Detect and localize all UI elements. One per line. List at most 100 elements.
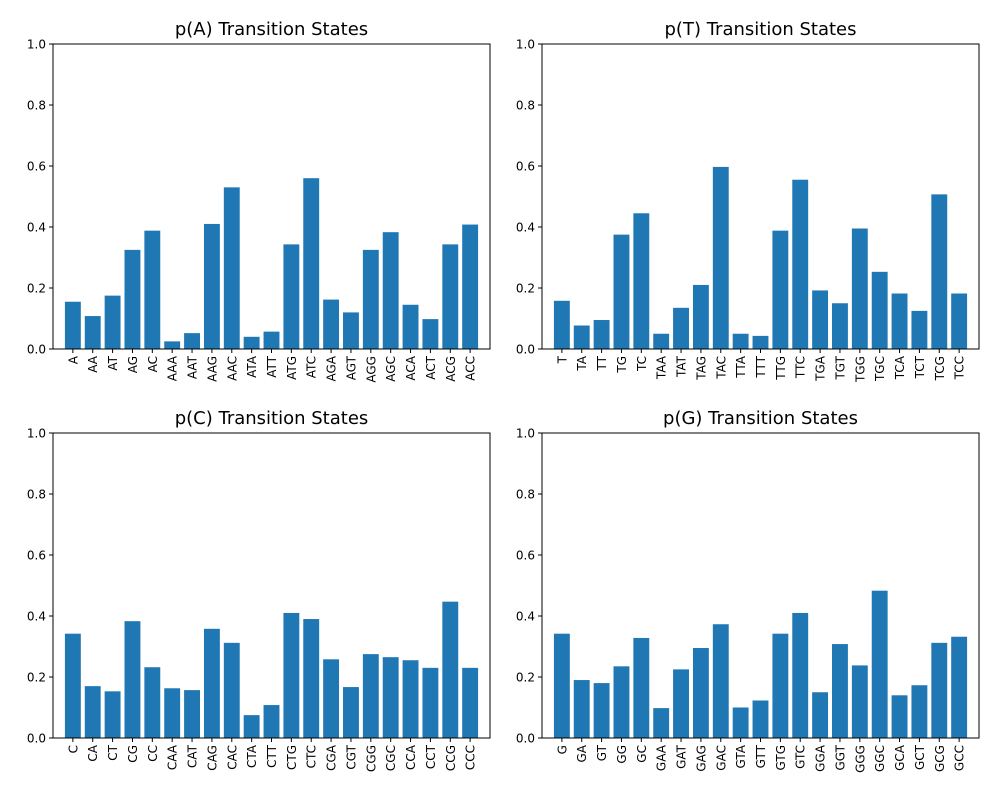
bar-g (553, 633, 570, 738)
bar-gtt (752, 700, 769, 738)
x-tick-label: GGG (853, 745, 867, 773)
x-tick-label: ATG (285, 356, 299, 380)
bar-ctc (303, 619, 320, 738)
y-tick-label: 0.0 (516, 343, 535, 357)
y-tick-label: 1.0 (27, 427, 46, 441)
bar-cc (144, 667, 161, 738)
bar-aga (323, 299, 340, 349)
chart-panel-g: p(G) Transition States 0.0 0.2 0.4 0.6 0.8 1.0… (516, 408, 980, 773)
bar-atg (283, 244, 300, 349)
x-tick-label: AGC (384, 356, 398, 382)
x-tick-label: GTG (774, 745, 788, 771)
bar-aag (203, 223, 220, 349)
x-tick-label: CCC (464, 745, 478, 770)
x-tick-label: CT (106, 744, 120, 760)
bar-acg (442, 244, 459, 349)
bar-tct (911, 310, 928, 350)
x-tick-label: AT (106, 355, 120, 370)
y-tick-label: 0.6 (516, 160, 535, 174)
x-tick-label: C (66, 745, 80, 753)
x-tick-label: TGT (833, 355, 847, 380)
x-tick-label: ACC (464, 356, 478, 381)
y-tick-label: 0.6 (516, 549, 535, 563)
y-tick-label: 0.0 (27, 343, 46, 357)
x-tick-label: A (66, 355, 80, 364)
y-tick-label: 0.2 (516, 282, 535, 296)
x-tick-label: GT (595, 744, 609, 761)
chart-title: p(T) Transition States (665, 19, 857, 40)
bar-ctt (263, 705, 280, 738)
x-tick-label: CAT (186, 744, 200, 768)
bar-cga (323, 659, 340, 738)
bar-ggc (871, 590, 888, 738)
x-tick-label: TTG (774, 356, 788, 381)
bar-cg (124, 621, 141, 738)
x-tick-label: TG (615, 356, 629, 374)
bar-gc (633, 637, 650, 738)
y-tick-label: 1.0 (516, 38, 535, 52)
y-tick-label: 0.2 (27, 671, 46, 685)
x-tick-label: AC (146, 356, 160, 372)
x-tick-label: TCC (953, 356, 967, 380)
y-tick-label: 0.4 (516, 221, 535, 235)
x-tick-label: ACA (404, 355, 418, 380)
x-tick-label: CTA (245, 744, 259, 768)
x-tick-label: GTT (754, 744, 768, 768)
y-tick-label: 1.0 (516, 427, 535, 441)
x-tick-label: AG (126, 356, 140, 373)
x-tick-label: AAC (225, 356, 239, 381)
bar-gag (692, 648, 709, 738)
bar-ga (573, 680, 590, 738)
x-tick-label: GAA (655, 744, 669, 771)
bar-cac (223, 642, 240, 738)
x-tick-label: T (555, 355, 569, 364)
x-tick-label: AA (86, 355, 100, 373)
bar-aaa (164, 341, 181, 350)
x-tick-label: AAG (205, 356, 219, 382)
x-tick-label: GCA (893, 744, 907, 771)
bar-caa (164, 688, 181, 738)
x-tick-label: AGA (325, 355, 339, 381)
x-tick-label: ACT (424, 355, 438, 379)
y-tick-label: 0.8 (516, 99, 535, 113)
x-tick-label: GG (615, 745, 629, 764)
bar-gcc (951, 636, 968, 738)
x-tick-label: CGC (384, 745, 398, 771)
bar-ac (144, 230, 161, 349)
x-tick-label: TAG (694, 356, 708, 381)
bar-tg (613, 234, 630, 350)
x-tick-label: GC (635, 745, 649, 763)
bar-tga (812, 290, 829, 349)
bar-att (263, 331, 280, 349)
bar-ata (243, 336, 260, 349)
bar-aa (84, 316, 101, 349)
bar-gg (613, 666, 630, 738)
bar-ta (573, 325, 590, 349)
bar-tca (891, 293, 908, 349)
y-tick-label: 1.0 (27, 38, 46, 52)
bar-ct (104, 691, 121, 738)
chart-panel-a: p(A) Transition States 0.0 0.2 0.4 0.6 0.8 1.0… (27, 19, 491, 383)
x-tick-label: AGG (364, 356, 378, 383)
bar-tat (673, 307, 689, 349)
bar-tt (593, 320, 610, 349)
x-tick-label: TTT (754, 355, 768, 378)
bar-cgc (382, 657, 399, 738)
x-tick-label: TA (575, 355, 589, 371)
y-tick-label: 0.2 (27, 282, 46, 296)
bar-tag (692, 284, 709, 349)
bar-cgt (343, 687, 359, 738)
y-tick-label: 0.0 (27, 732, 46, 746)
x-tick-label: AGT (344, 355, 358, 380)
bar-c (64, 633, 81, 738)
x-tick-label: GTC (794, 745, 808, 769)
y-tick-label: 0.6 (27, 549, 46, 563)
bar-gca (891, 695, 908, 738)
x-tick-label: CAG (205, 745, 219, 771)
x-tick-label: TGA (814, 355, 828, 382)
bar-tgc (871, 271, 888, 349)
bar-a (64, 301, 81, 349)
bar-gga (812, 692, 829, 738)
x-tick-label: TGC (873, 356, 887, 382)
